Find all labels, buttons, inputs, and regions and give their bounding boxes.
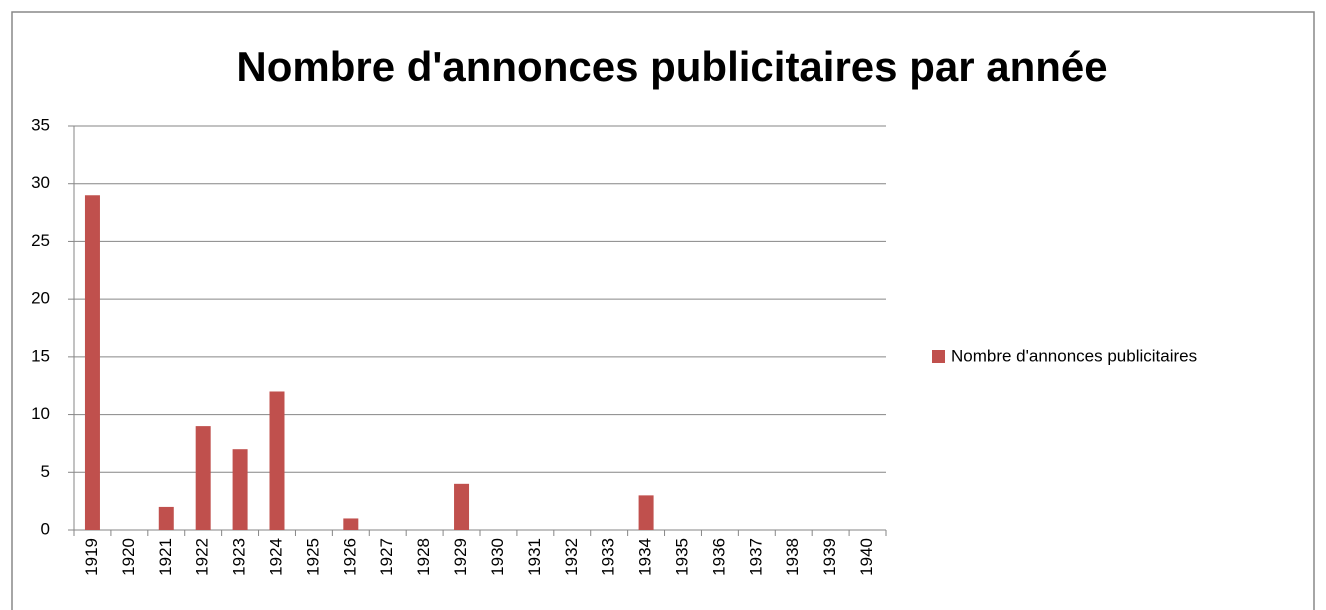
bar	[638, 495, 654, 530]
x-tick-label: 1930	[488, 538, 507, 576]
x-tick-label: 1940	[857, 538, 876, 576]
y-tick-label: 35	[31, 115, 50, 134]
x-tick-label: 1934	[636, 538, 655, 576]
x-tick-label: 1927	[377, 538, 396, 576]
y-tick-label: 20	[31, 289, 50, 308]
bar	[232, 449, 248, 530]
bar	[195, 426, 211, 530]
y-tick-label: 25	[31, 231, 50, 250]
chart-border	[11, 11, 1315, 610]
x-tick-label: 1928	[414, 538, 433, 576]
x-tick-label: 1936	[709, 538, 728, 576]
x-tick-label: 1924	[266, 538, 285, 576]
x-tick-label: 1925	[303, 538, 322, 576]
x-tick-label: 1935	[672, 538, 691, 576]
x-tick-label: 1920	[119, 538, 138, 576]
x-tick-label: 1926	[340, 538, 359, 576]
y-tick-label: 15	[31, 346, 50, 365]
x-tick-label: 1922	[193, 538, 212, 576]
chart-title: Nombre d'annonces publicitaires par anné…	[236, 43, 1107, 90]
bar	[84, 195, 100, 530]
y-tick-label: 5	[41, 462, 50, 481]
legend-label: Nombre d'annonces publicitaires	[951, 346, 1197, 365]
bar	[269, 391, 285, 530]
x-tick-label: 1921	[156, 538, 175, 576]
x-tick-label: 1929	[451, 538, 470, 576]
x-tick-label: 1939	[820, 538, 839, 576]
x-tick-label: 1933	[599, 538, 618, 576]
bar	[343, 518, 359, 530]
x-tick-label: 1937	[746, 538, 765, 576]
x-tick-label: 1923	[230, 538, 249, 576]
x-tick-label: 1931	[525, 538, 544, 576]
legend-swatch	[932, 350, 945, 363]
bar	[158, 506, 174, 530]
y-tick-label: 0	[41, 519, 50, 538]
x-tick-label: 1938	[783, 538, 802, 576]
x-tick-label: 1919	[82, 538, 101, 576]
y-tick-label: 10	[31, 404, 50, 423]
y-tick-label: 30	[31, 173, 50, 192]
x-tick-label: 1932	[562, 538, 581, 576]
bar	[454, 483, 470, 530]
